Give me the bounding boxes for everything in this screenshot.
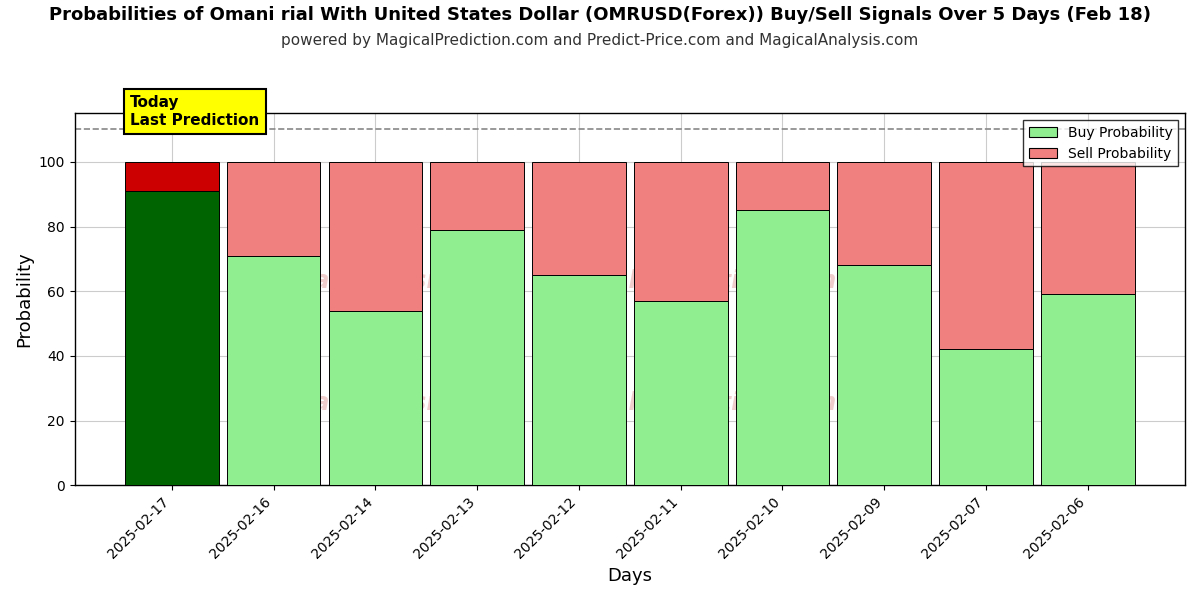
Legend: Buy Probability, Sell Probability: Buy Probability, Sell Probability (1024, 120, 1178, 166)
Bar (431, 162, 524, 230)
Bar (838, 265, 931, 485)
Bar (838, 162, 931, 265)
Text: MagicalAnalysis.com: MagicalAnalysis.com (235, 269, 514, 293)
Text: MagicalAnalysis.com: MagicalAnalysis.com (235, 391, 514, 415)
Bar (634, 301, 727, 485)
Bar (532, 275, 625, 485)
Bar (634, 162, 727, 301)
Text: MagicalPrediction.com: MagicalPrediction.com (534, 269, 836, 293)
X-axis label: Days: Days (607, 567, 653, 585)
Bar (329, 311, 422, 485)
Text: powered by MagicalPrediction.com and Predict-Price.com and MagicalAnalysis.com: powered by MagicalPrediction.com and Pre… (281, 33, 919, 48)
Text: Today
Last Prediction: Today Last Prediction (131, 95, 259, 128)
Text: Probabilities of Omani rial With United States Dollar (OMRUSD(Forex)) Buy/Sell S: Probabilities of Omani rial With United … (49, 6, 1151, 24)
Bar (329, 162, 422, 311)
Bar (227, 256, 320, 485)
Bar (532, 162, 625, 275)
Bar (125, 162, 218, 191)
Bar (940, 162, 1033, 349)
Bar (431, 230, 524, 485)
Bar (736, 211, 829, 485)
Bar (1040, 295, 1134, 485)
Bar (125, 191, 218, 485)
Bar (227, 162, 320, 256)
Y-axis label: Probability: Probability (16, 251, 34, 347)
Bar (736, 162, 829, 211)
Bar (940, 349, 1033, 485)
Text: MagicalPrediction.com: MagicalPrediction.com (534, 391, 836, 415)
Bar (1040, 162, 1134, 295)
